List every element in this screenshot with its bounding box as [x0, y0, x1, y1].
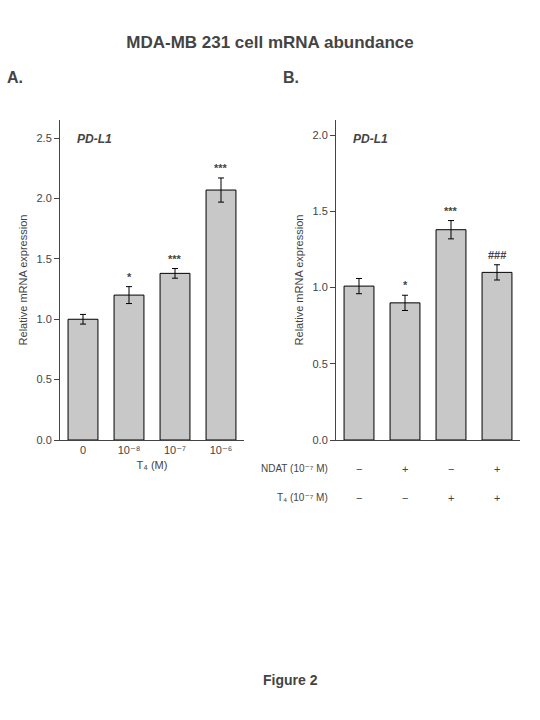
- svg-text:*: *: [127, 271, 132, 283]
- svg-text:0.5: 0.5: [313, 358, 328, 370]
- svg-text:***: ***: [444, 205, 458, 217]
- svg-text:0.0: 0.0: [37, 434, 52, 446]
- svg-text:−: −: [402, 492, 408, 504]
- svg-text:1.0: 1.0: [313, 281, 328, 293]
- svg-text:+: +: [494, 492, 500, 504]
- svg-text:0.0: 0.0: [313, 434, 328, 446]
- svg-text:−: −: [356, 463, 362, 475]
- svg-text:1.5: 1.5: [313, 205, 328, 217]
- svg-text:−: −: [448, 463, 454, 475]
- svg-text:T₄ (10⁻⁷ M): T₄ (10⁻⁷ M): [277, 492, 328, 503]
- svg-text:1.0: 1.0: [37, 313, 52, 325]
- svg-text:MDA-MB 231 cell mRNA abundance: MDA-MB 231 cell mRNA abundance: [126, 33, 413, 52]
- svg-text:10⁻⁶: 10⁻⁶: [210, 444, 233, 456]
- svg-text:NDAT (10⁻⁷ M): NDAT (10⁻⁷ M): [261, 463, 328, 474]
- svg-text:0: 0: [80, 444, 86, 456]
- svg-text:1.5: 1.5: [37, 253, 52, 265]
- svg-text:###: ###: [488, 249, 506, 261]
- svg-text:−: −: [356, 492, 362, 504]
- svg-text:10⁻⁸: 10⁻⁸: [118, 444, 141, 456]
- svg-text:10⁻⁷: 10⁻⁷: [164, 444, 186, 456]
- svg-text:+: +: [494, 463, 500, 475]
- svg-text:2.0: 2.0: [37, 192, 52, 204]
- svg-text:Relative mRNA expression: Relative mRNA expression: [293, 215, 305, 346]
- svg-text:Figure 2: Figure 2: [263, 672, 318, 688]
- svg-text:PD-L1: PD-L1: [353, 132, 388, 146]
- svg-text:0.5: 0.5: [37, 373, 52, 385]
- svg-text:***: ***: [214, 162, 228, 174]
- svg-text:PD-L1: PD-L1: [77, 132, 112, 146]
- svg-text:T₄ (M): T₄ (M): [137, 459, 168, 471]
- svg-text:Relative mRNA expression: Relative mRNA expression: [17, 215, 29, 346]
- svg-text:A.: A.: [7, 69, 23, 86]
- svg-text:B.: B.: [283, 69, 299, 86]
- svg-text:+: +: [448, 492, 454, 504]
- svg-text:*: *: [403, 279, 408, 291]
- svg-text:2.0: 2.0: [313, 129, 328, 141]
- svg-text:***: ***: [168, 253, 182, 265]
- svg-text:+: +: [402, 463, 408, 475]
- svg-text:2.5: 2.5: [37, 132, 52, 144]
